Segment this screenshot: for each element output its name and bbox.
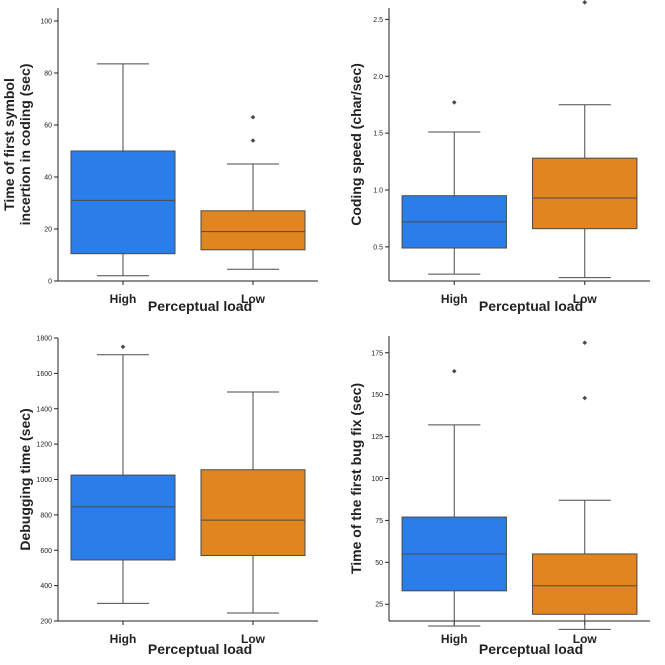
x-axis-title: Perceptual load (479, 298, 583, 314)
y-tick-label: 125 (371, 434, 383, 441)
y-tick-label: 1.0 (373, 188, 383, 195)
interquartile-box (532, 157, 638, 230)
plot-area: 0 20 40 60 80 100 High Low (40, 8, 318, 306)
y-tick-label: 100 (40, 19, 52, 26)
x-axis-title: Perceptual load (148, 298, 252, 314)
y-tick-label: 400 (40, 583, 52, 590)
y-tick-label: 20 (44, 227, 52, 234)
y-tick-label: 60 (44, 123, 52, 130)
box-low-load (200, 391, 306, 614)
y-tick-label: 2.0 (373, 74, 383, 81)
y-tick-label: 200 (40, 619, 52, 626)
y-axis-title-line: Coding speed (char/sec) (348, 63, 364, 226)
y-tick-label: 25 (375, 602, 383, 609)
outlier-marker (451, 368, 457, 374)
y-tick-label: 1400 (36, 406, 52, 413)
y-axis-title-line: Time of first symbol (1, 78, 17, 211)
y-tick-label: 75 (375, 518, 383, 525)
x-tick-label: Low (573, 292, 598, 306)
box-high-load (401, 368, 507, 627)
x-tick-label: Low (573, 632, 598, 646)
y-axis-title-line: incertion in coding (sec) (17, 64, 33, 226)
interquartile-box (200, 210, 306, 251)
outlier-marker (582, 395, 588, 401)
box-low-load (532, 0, 638, 279)
x-axis-title: Perceptual load (148, 641, 252, 657)
y-tick-label: 600 (40, 548, 52, 555)
box-low-load (532, 340, 638, 630)
outlier-marker (582, 340, 588, 346)
interquartile-box (200, 469, 306, 557)
interquartile-box (70, 474, 176, 561)
interquartile-box (532, 553, 638, 615)
y-tick-label: 800 (40, 512, 52, 519)
box-high-load (70, 344, 176, 604)
box-high-load (401, 100, 507, 275)
y-tick-label: 1600 (36, 371, 52, 378)
x-tick-label: High (441, 632, 468, 646)
x-tick-label: High (110, 292, 137, 306)
y-tick-label: 50 (375, 560, 383, 567)
y-tick-label: 1800 (36, 336, 52, 343)
x-axis-title: Perceptual load (479, 641, 583, 657)
y-tick-label: 100 (371, 476, 383, 483)
x-tick-label: Low (241, 292, 266, 306)
x-tick-label: High (441, 292, 468, 306)
y-axis-title: Time of first symbolincertion in coding … (1, 64, 33, 226)
y-axis-title: Debugging time (sec) (17, 408, 33, 550)
y-tick-label: 0.5 (373, 244, 383, 251)
y-tick-label: 2.5 (373, 17, 383, 24)
y-axis-title-line: Time of the first bug fix (sec) (348, 383, 364, 574)
y-tick-label: 80 (44, 71, 52, 78)
x-tick-label: Low (241, 632, 266, 646)
plot-area: 25 50 75 100 125 150 175 High Low (371, 336, 650, 646)
y-tick-label: 1000 (36, 477, 52, 484)
chart-panel-debugging-time: 200 400 600 800 1000 1200 1400 1600 1800 High LowP… (17, 336, 318, 657)
y-axis-title: Coding speed (char/sec) (348, 63, 364, 226)
y-tick-label: 40 (44, 175, 52, 182)
y-tick-label: 1200 (36, 442, 52, 449)
y-axis-title-line: Debugging time (sec) (17, 408, 33, 550)
outlier-marker (250, 114, 256, 120)
outlier-marker (451, 100, 457, 105)
outlier-marker (582, 0, 588, 5)
x-tick-label: High (110, 632, 137, 646)
plot-area: 0.5 1.0 1.5 2.0 2.5 High Low (373, 0, 650, 306)
outlier-marker (250, 138, 256, 143)
y-tick-label: 1.5 (373, 131, 383, 138)
y-axis-title: Time of the first bug fix (sec) (348, 383, 364, 574)
y-tick-label: 175 (371, 350, 383, 357)
y-tick-label: 0 (48, 279, 52, 286)
interquartile-box (70, 150, 176, 255)
y-tick-label: 150 (371, 392, 383, 399)
box-high-load (70, 63, 176, 277)
outlier-marker (120, 344, 126, 350)
plot-area: 200 400 600 800 1000 1200 1400 1600 1800 High Low (36, 336, 318, 646)
box-low-load (200, 114, 306, 270)
